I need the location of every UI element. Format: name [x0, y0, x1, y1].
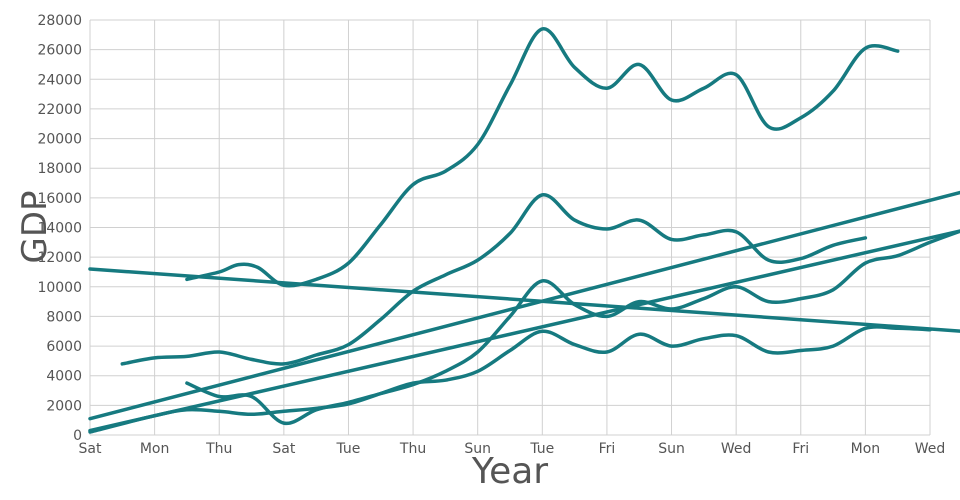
y-tick-label: 26000: [37, 43, 82, 59]
y-tick-label: 10000: [37, 280, 82, 296]
x-tick-label: Tue: [529, 441, 554, 457]
x-tick-label: Sun: [658, 441, 685, 457]
y-tick-label: 28000: [37, 13, 82, 29]
series-line-7: [88, 229, 960, 433]
y-tick-label: 4000: [46, 369, 82, 385]
y-tick-label: 6000: [46, 339, 82, 355]
chart-series: [88, 27, 960, 434]
y-tick-label: 24000: [37, 72, 82, 88]
series-line-6: [88, 190, 960, 421]
y-tick-label: 2000: [46, 398, 82, 414]
series-line-3: [88, 325, 932, 434]
x-tick-label: Mon: [140, 441, 170, 457]
series-line-2: [185, 27, 900, 288]
x-tick-label: Wed: [915, 441, 946, 457]
y-tick-label: 12000: [37, 250, 82, 266]
x-tick-label: Tue: [336, 441, 361, 457]
y-tick-label: 8000: [46, 309, 82, 325]
y-tick-label: 0: [73, 428, 82, 444]
y-tick-label: 14000: [37, 221, 82, 237]
x-tick-label: Wed: [721, 441, 752, 457]
x-tick-label: Fri: [792, 441, 809, 457]
x-tick-label: Sat: [272, 441, 295, 457]
x-tick-label: Mon: [851, 441, 881, 457]
y-tick-label: 20000: [37, 132, 82, 148]
x-tick-label: Thu: [205, 441, 232, 457]
x-axis-title: Year: [471, 451, 548, 492]
x-axis-ticks: Sat Mon Thu Sat Tue Thu Sun Tue Fri Sun Wed Fri Mon W…: [79, 441, 946, 457]
chart-grid: [89, 19, 931, 436]
series-line-4: [185, 229, 960, 426]
series-line-5: [88, 267, 960, 333]
series-line-1: [120, 193, 868, 366]
x-tick-label: Sun: [464, 441, 491, 457]
x-tick-label: Thu: [399, 441, 426, 457]
y-tick-label: 18000: [37, 161, 82, 177]
y-axis-ticks: 0 2000 4000 6000 8000 10000 12000 14000 16000 180…: [37, 13, 82, 444]
x-tick-label: Fri: [599, 441, 616, 457]
y-axis-title: GDP: [15, 190, 55, 263]
y-tick-label: 22000: [37, 102, 82, 118]
y-tick-label: 16000: [37, 191, 82, 207]
x-tick-label: Sat: [79, 441, 102, 457]
